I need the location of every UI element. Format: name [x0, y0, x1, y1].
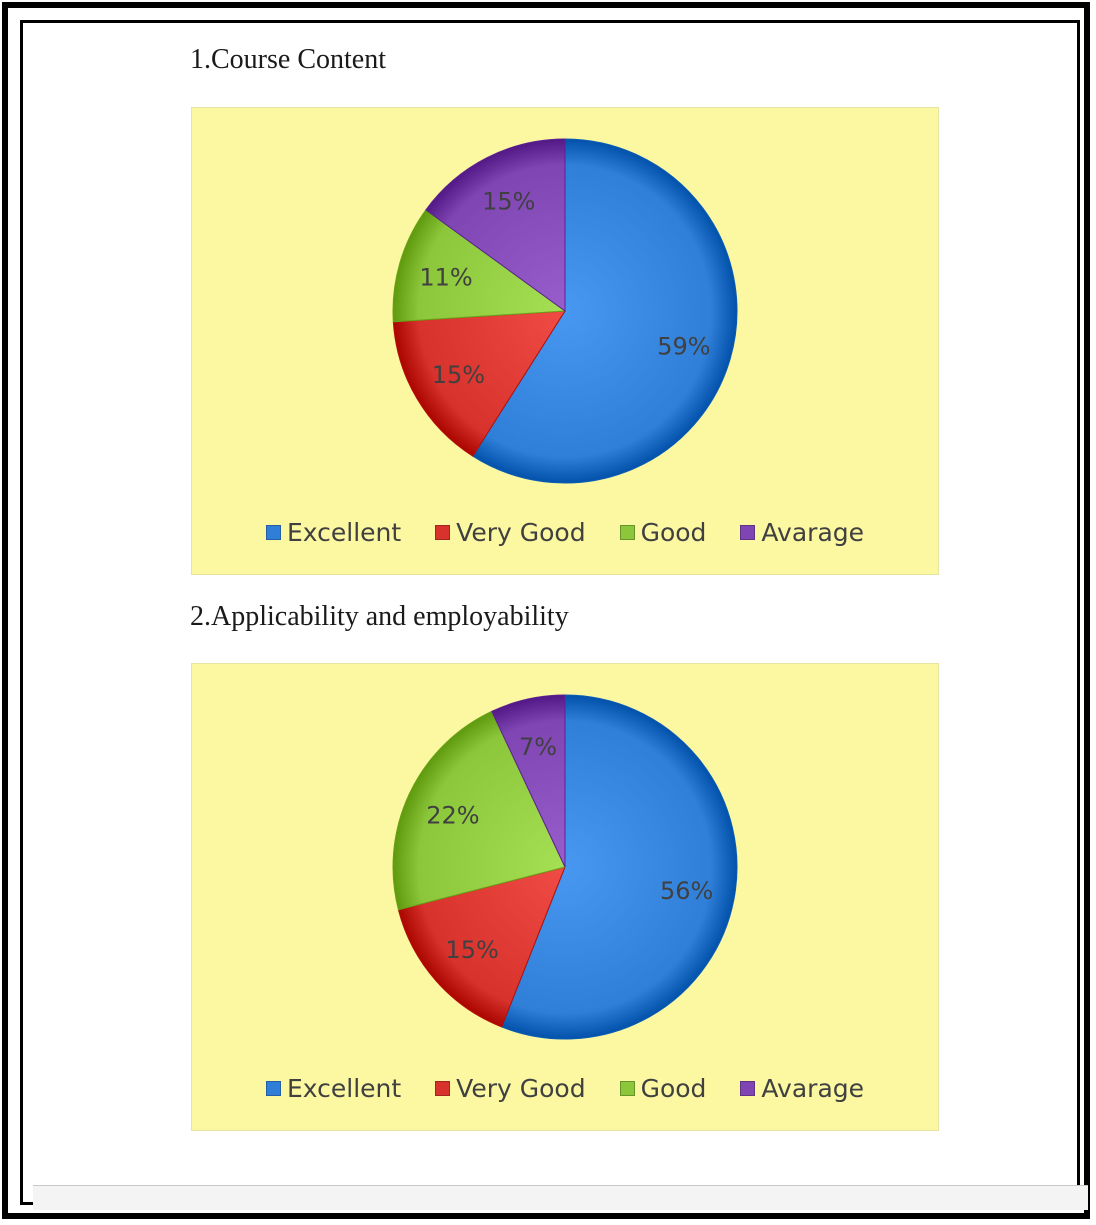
- section-title-course-content: 1.Course Content: [190, 44, 386, 75]
- legend-swatch: [265, 525, 281, 540]
- data-label-avarage: 7%: [519, 733, 557, 761]
- pie-slice-very-good: [397, 866, 566, 1028]
- pie-slice-good: [392, 209, 567, 323]
- legend-label: Excellent: [286, 1074, 402, 1103]
- legend-swatch: [619, 525, 635, 540]
- legend-label: Good: [640, 1074, 707, 1103]
- legend-item-excellent: Excellent: [265, 518, 402, 547]
- data-label-very-good: 15%: [445, 936, 498, 964]
- applicability-chart: 56% 15% 22% 7% Excellent Very Good Good Avarag…: [191, 663, 939, 1131]
- pie-slice-avarage: [491, 694, 566, 868]
- data-label-excellent: 59%: [657, 333, 710, 361]
- section-title-applicability: 2.Applicability and employability: [190, 601, 569, 632]
- legend-item-avarage: Avarage: [740, 518, 864, 547]
- legend-swatch: [740, 525, 756, 540]
- legend-swatch: [435, 525, 451, 540]
- legend-item-avarage: Avarage: [740, 1074, 864, 1103]
- legend-label: Good: [640, 518, 707, 547]
- legend-item-good: Good: [619, 518, 707, 547]
- legend-swatch: [740, 1081, 756, 1096]
- footer-strip: [33, 1185, 1088, 1210]
- legend-swatch: [435, 1081, 451, 1096]
- legend-item-excellent: Excellent: [265, 1074, 402, 1103]
- legend-swatch: [619, 1081, 635, 1096]
- chart-legend: Excellent Very Good Good Avarage: [192, 1074, 938, 1103]
- data-label-good: 22%: [426, 801, 479, 829]
- data-label-avarage: 15%: [482, 188, 535, 216]
- data-label-excellent: 56%: [660, 877, 713, 905]
- legend-item-good: Good: [619, 1074, 707, 1103]
- pie-slice-very-good: [392, 310, 566, 457]
- chart-legend: Excellent Very Good Good Avarage: [192, 518, 938, 547]
- legend-item-very-good: Very Good: [435, 1074, 586, 1103]
- legend-label: Avarage: [761, 1074, 865, 1103]
- pie-slice-excellent: [501, 694, 738, 1040]
- pie-slice-good: [392, 710, 566, 911]
- course-content-pie: 59% 15% 11% 15%: [392, 138, 738, 484]
- pie-slice-excellent: [472, 138, 738, 484]
- legend-label: Excellent: [286, 518, 402, 547]
- data-label-very-good: 15%: [432, 361, 485, 389]
- pie-slice-avarage: [425, 138, 566, 312]
- applicability-pie: 56% 15% 22% 7%: [392, 694, 738, 1040]
- legend-swatch: [265, 1081, 281, 1096]
- legend-label: Very Good: [456, 518, 586, 547]
- data-label-good: 11%: [419, 263, 472, 291]
- legend-label: Very Good: [456, 1074, 586, 1103]
- course-content-chart: 59% 15% 11% 15% Excellent Very Good Good Avara…: [191, 107, 939, 575]
- legend-label: Avarage: [761, 518, 865, 547]
- legend-item-very-good: Very Good: [435, 518, 586, 547]
